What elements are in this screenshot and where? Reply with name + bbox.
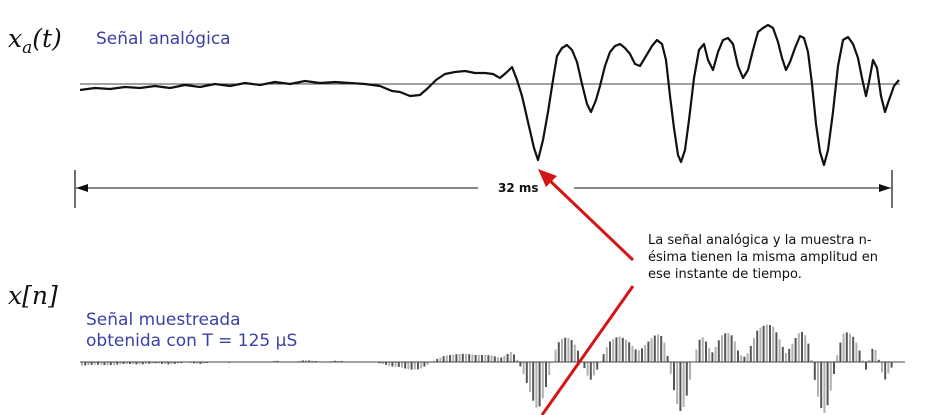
duration-marker: 32 ms	[74, 170, 893, 208]
annotation-line-2: ésima tienen la misma amplitud en	[648, 250, 878, 265]
annotation-line-1: La señal analógica y la muestra n-	[648, 233, 872, 248]
analog-waveform	[79, 23, 900, 167]
duration-arrow-left-icon	[76, 184, 88, 192]
sampled-signal-label-line-1: Señal muestreada	[86, 310, 241, 330]
duration-arrow-right-icon	[879, 184, 891, 192]
correspondence-arrows	[538, 169, 635, 415]
arrow-head-icon	[538, 169, 557, 187]
analog-signal-title: xa(t)	[8, 24, 62, 58]
arrow-to-analog	[544, 175, 635, 262]
duration-label: 32 ms	[498, 181, 539, 195]
annotation-text: La señal analógica y la muestra n- ésima…	[648, 233, 878, 282]
sampled-signal-title: x[n]	[8, 281, 58, 310]
annotation-line-3: ese instante de tiempo.	[648, 267, 802, 282]
analog-signal-label: Señal analógica	[96, 29, 231, 49]
sampled-signal-label-line-2: obtenida con T = 125 µS	[86, 331, 297, 351]
arrow-to-sample	[540, 285, 635, 415]
svg-text:xa(t): xa(t)	[8, 24, 62, 58]
sampled-stems	[81, 324, 893, 413]
